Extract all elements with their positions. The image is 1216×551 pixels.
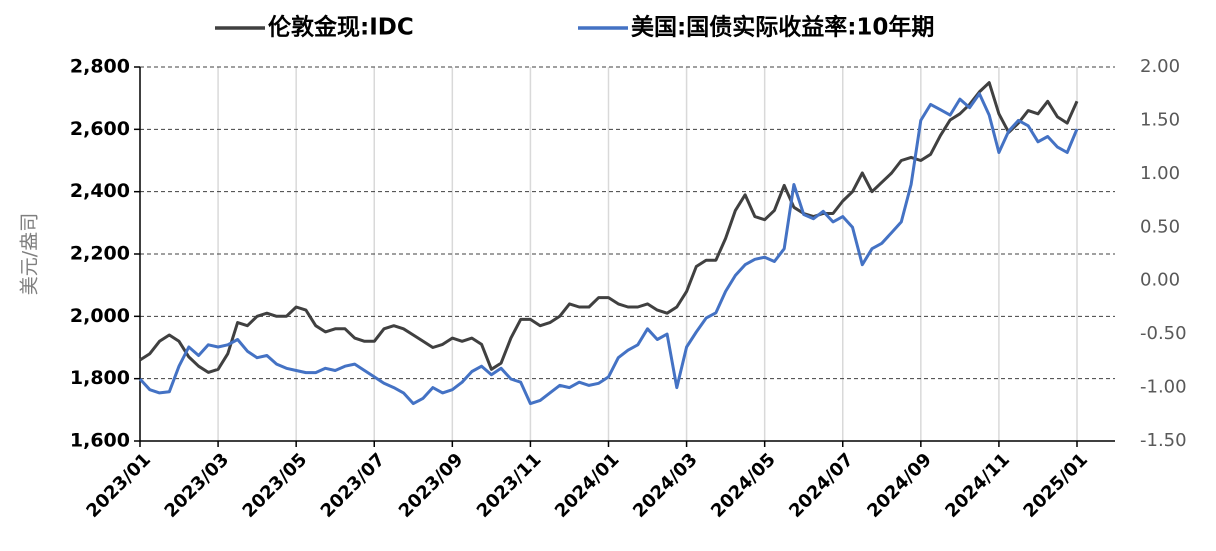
x-tick-label: 2023/05	[239, 449, 312, 522]
series-line	[138, 92, 1079, 406]
x-tick-label: 2024/01	[551, 449, 624, 522]
series-line	[139, 81, 1079, 374]
x-tick-label: 2025/01	[1019, 449, 1092, 522]
legend-label: 伦敦金现:IDC	[268, 14, 414, 41]
y2-tick-label: 0.00	[1140, 270, 1180, 291]
x-tick-label: 2023/11	[473, 449, 546, 522]
y-tick-label: 2,400	[70, 180, 130, 202]
legend-label: 美国:国债实际收益率:10年期	[631, 14, 934, 41]
x-tick-label: 2023/09	[395, 449, 468, 522]
y2-tick-label: -0.50	[1140, 323, 1187, 344]
y-axis-label: 美元/盎司	[19, 213, 41, 295]
x-tick-label: 2023/03	[161, 449, 234, 522]
y-tick-label: 2,600	[70, 118, 130, 140]
y-tick-label: 2,800	[70, 56, 130, 78]
y-tick-label: 1,600	[70, 430, 130, 452]
x-tick-label: 2023/07	[317, 449, 390, 522]
x-tick-label: 2023/01	[82, 449, 155, 522]
y-tick-label: 2,200	[70, 243, 130, 265]
x-tick-label: 2024/03	[629, 449, 702, 522]
y2-tick-label: 2.00	[1140, 56, 1180, 77]
y2-tick-label: 1.00	[1140, 163, 1180, 184]
y-tick-label: 1,800	[70, 367, 130, 389]
y2-tick-label: 1.50	[1140, 109, 1180, 130]
y2-tick-label: -1.00	[1140, 377, 1187, 398]
x-tick-label: 2024/11	[941, 449, 1014, 522]
y2-tick-label: -1.50	[1140, 430, 1187, 451]
x-tick-label: 2024/05	[707, 449, 780, 522]
x-tick-label: 2024/07	[785, 449, 858, 522]
y2-tick-label: 0.50	[1140, 216, 1180, 237]
x-tick-label: 2024/09	[863, 449, 936, 522]
y-tick-label: 2,000	[70, 305, 130, 327]
